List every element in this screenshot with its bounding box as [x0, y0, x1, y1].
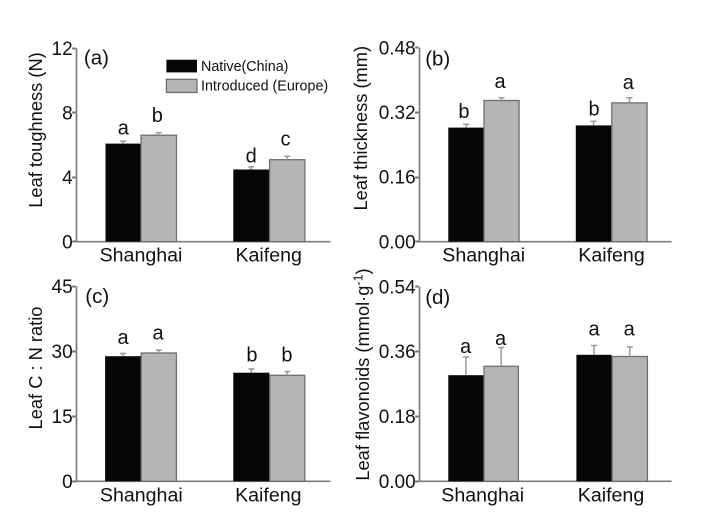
svg-text:(d): (d) [425, 286, 450, 309]
svg-text:12: 12 [52, 39, 73, 60]
svg-text:0.36: 0.36 [379, 342, 416, 363]
svg-text:0: 0 [62, 472, 73, 493]
svg-text:a: a [623, 72, 635, 94]
svg-text:Kaifeng: Kaifeng [235, 245, 301, 267]
svg-text:0.48: 0.48 [379, 38, 416, 59]
svg-text:a: a [152, 322, 164, 344]
svg-text:(b): (b) [425, 47, 450, 70]
svg-text:b: b [588, 98, 599, 120]
svg-text:a: a [495, 328, 507, 350]
svg-text:b: b [246, 345, 257, 367]
svg-text:0.16: 0.16 [379, 168, 416, 189]
svg-text:a: a [624, 319, 636, 341]
svg-text:Leaf C : N ratio: Leaf C : N ratio [25, 307, 46, 430]
svg-text:a: a [588, 319, 600, 341]
svg-text:d: d [246, 146, 257, 168]
svg-text:4: 4 [62, 168, 73, 189]
svg-text:15: 15 [52, 407, 73, 428]
svg-text:(a): (a) [84, 47, 109, 70]
svg-text:Shanghai: Shanghai [442, 245, 525, 267]
svg-text:a: a [117, 327, 129, 349]
svg-text:0.32: 0.32 [379, 103, 416, 124]
svg-text:45: 45 [52, 277, 73, 298]
svg-text:a: a [118, 118, 130, 140]
svg-text:0: 0 [62, 232, 73, 253]
svg-text:Leaf thickness (mm): Leaf thickness (mm) [350, 46, 371, 211]
svg-text:Leaf toughness (N): Leaf toughness (N) [25, 52, 46, 207]
svg-text:Kaifeng: Kaifeng [578, 245, 644, 267]
svg-text:8: 8 [62, 104, 73, 125]
svg-text:0.00: 0.00 [379, 232, 416, 253]
svg-text:Kaifeng: Kaifeng [235, 485, 301, 507]
svg-text:Kaifeng: Kaifeng [578, 485, 644, 507]
svg-text:0.00: 0.00 [379, 472, 416, 493]
svg-text:c: c [281, 129, 291, 151]
svg-text:30: 30 [52, 342, 73, 363]
svg-text:0.18: 0.18 [379, 407, 416, 428]
svg-text:Shanghai: Shanghai [100, 485, 183, 507]
svg-text:Shanghai: Shanghai [441, 485, 524, 507]
svg-text:b: b [152, 105, 163, 127]
svg-text:Leaf flavonoids (mmol·g-1): Leaf flavonoids (mmol·g-1) [352, 268, 374, 480]
svg-text:0.54: 0.54 [379, 277, 416, 298]
svg-text:b: b [281, 345, 292, 367]
svg-text:b: b [458, 101, 469, 123]
svg-text:a: a [494, 71, 506, 93]
svg-text:Introduced (Europe): Introduced (Europe) [201, 79, 328, 95]
svg-text:Shanghai: Shanghai [100, 245, 183, 267]
svg-text:(c): (c) [85, 285, 109, 308]
svg-text:a: a [460, 336, 472, 358]
svg-text:Native(China): Native(China) [201, 59, 288, 75]
